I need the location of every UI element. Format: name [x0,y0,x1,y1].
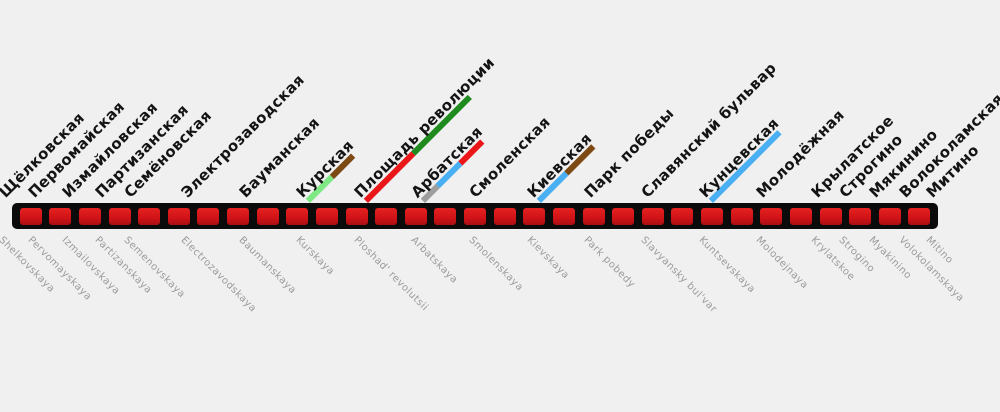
line-segment-car [612,207,635,225]
station-name-translit: Baumanskaya [236,234,299,297]
line-segment-car [345,207,368,225]
metro-line-bar [12,203,938,229]
station-name-translit: Molodejnaya [753,234,811,292]
line-segment-car [78,207,101,225]
line-segment-car [671,207,694,225]
line-segment-car [167,207,190,225]
line-segment-car [730,207,753,225]
line-segment-car [256,207,279,225]
line-segment-car [819,207,842,225]
line-segment-car [404,207,427,225]
line-segment-car [464,207,486,225]
line-segment-car [375,207,398,225]
line-segment-car [701,207,723,225]
line-segment-car [19,207,42,225]
station-name-translit: Kievskaya [524,234,572,282]
line-segment-car [552,207,575,225]
line-segment-car [108,207,131,225]
line-segment-car [760,207,783,225]
line-segment-car [138,207,161,225]
line-segment-car [493,207,516,225]
line-segment-car [641,207,664,225]
station-name-translit: Park pobedy [581,234,638,291]
line-segment-car [315,207,338,225]
line-segment-car [227,207,249,225]
line-segment-car [197,207,220,225]
line-segment-car [286,207,309,225]
station-name-translit: Arbatskaya [408,234,460,286]
line-segment-car [878,207,901,225]
line-segment-car [908,207,931,225]
station-name-translit: Smolenskaya [466,234,526,294]
line-segment-car [789,207,812,225]
line-segment-car [523,207,546,225]
line-segment-car [49,207,72,225]
line-segment-car [434,207,457,225]
line-segment-car [849,207,872,225]
line-segment-car [582,207,605,225]
station-name-translit: Izmailovskaya [59,234,122,298]
station-name-translit: Kurskaya [293,234,337,278]
station-name-translit: Kuntsevskaya [696,234,758,296]
